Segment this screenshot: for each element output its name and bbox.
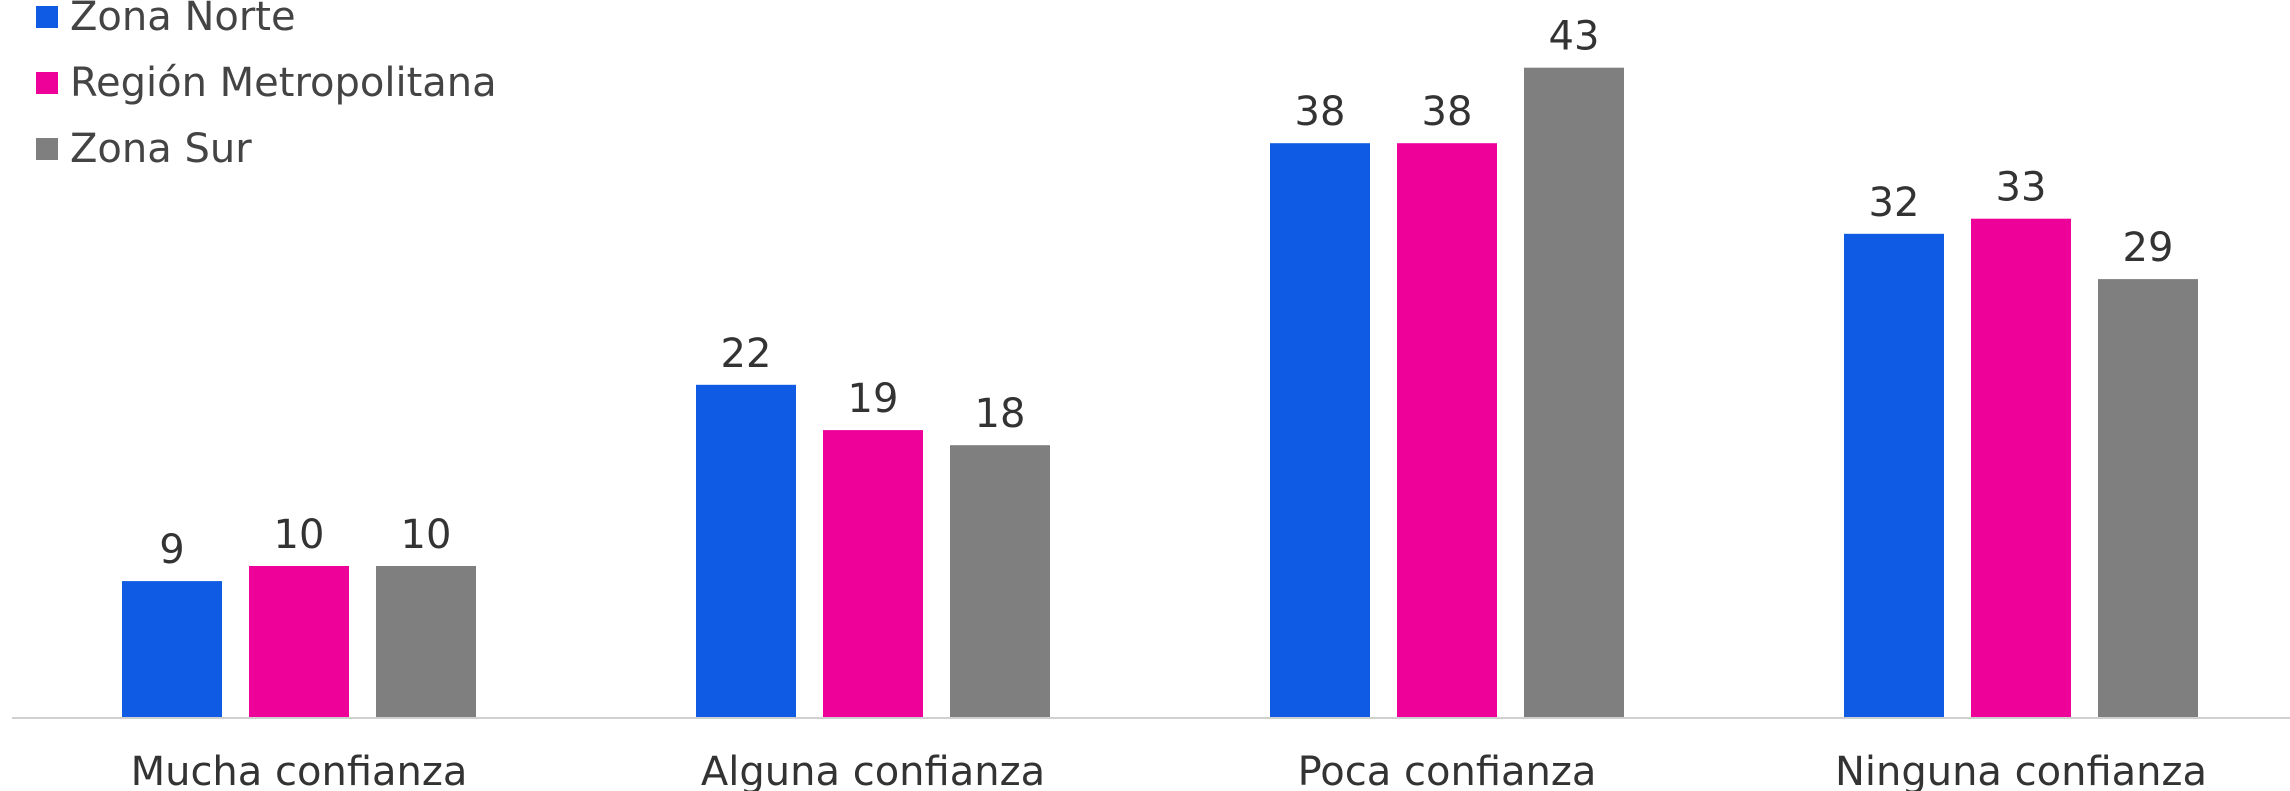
legend-swatch-region-metropolitana	[36, 72, 58, 94]
bar-ninguna-confianza-zona-sur	[2098, 279, 2198, 717]
x-tick-label-ninguna-confianza: Ninguna confianza	[1835, 749, 2207, 791]
bar-poca-confianza-region-metropolitana	[1397, 143, 1497, 717]
bar-alguna-confianza-zona-sur	[950, 445, 1050, 717]
legend-swatch-zona-norte	[36, 6, 58, 28]
x-tick-label-mucha-confianza: Mucha confianza	[131, 749, 468, 791]
bar-mucha-confianza-zona-sur	[376, 566, 476, 717]
legend-label: Zona Norte	[70, 0, 296, 40]
data-label-ninguna-confianza-zona-sur: 29	[2123, 225, 2174, 271]
data-label-mucha-confianza-zona-sur: 10	[401, 512, 452, 558]
data-label-ninguna-confianza-zona-norte: 32	[1869, 180, 1920, 226]
bar-ninguna-confianza-region-metropolitana	[1971, 218, 2071, 717]
bar-mucha-confianza-zona-norte	[122, 581, 222, 717]
bar-mucha-confianza-region-metropolitana	[249, 566, 349, 717]
data-label-poca-confianza-region-metropolitana: 38	[1422, 89, 1473, 135]
legend-label: Zona Sur	[70, 126, 252, 172]
legend-swatch-zona-sur	[36, 138, 58, 160]
data-label-mucha-confianza-zona-norte: 9	[159, 527, 184, 573]
legend-item-zona-sur: Zona Sur	[36, 116, 497, 182]
bar-poca-confianza-zona-norte	[1270, 143, 1370, 717]
data-label-mucha-confianza-region-metropolitana: 10	[274, 512, 325, 558]
data-label-poca-confianza-zona-norte: 38	[1295, 89, 1346, 135]
legend-item-region-metropolitana: Región Metropolitana	[36, 50, 497, 116]
bar-poca-confianza-zona-sur	[1524, 67, 1624, 717]
data-label-alguna-confianza-zona-norte: 22	[721, 331, 772, 377]
legend: Zona Norte Región Metropolitana Zona Sur	[36, 0, 497, 182]
legend-label: Región Metropolitana	[70, 60, 497, 106]
data-label-ninguna-confianza-region-metropolitana: 33	[1996, 165, 2047, 211]
data-label-poca-confianza-zona-sur: 43	[1549, 14, 1600, 60]
data-label-alguna-confianza-region-metropolitana: 19	[848, 376, 899, 422]
bar-alguna-confianza-zona-norte	[696, 384, 796, 717]
x-tick-label-alguna-confianza: Alguna confianza	[701, 749, 1045, 791]
bar-alguna-confianza-region-metropolitana	[823, 430, 923, 717]
bar-ninguna-confianza-zona-norte	[1844, 233, 1944, 718]
data-label-alguna-confianza-zona-sur: 18	[975, 391, 1026, 437]
x-tick-label-poca-confianza: Poca confianza	[1298, 749, 1597, 791]
legend-item-zona-norte: Zona Norte	[36, 0, 497, 50]
